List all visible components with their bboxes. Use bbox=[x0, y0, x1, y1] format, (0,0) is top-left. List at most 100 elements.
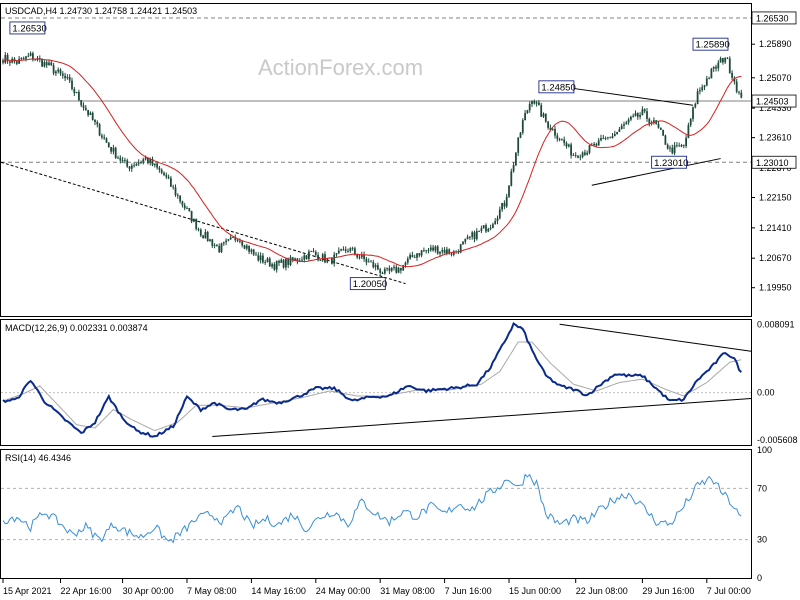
candle-body bbox=[22, 57, 25, 59]
candle-body bbox=[551, 128, 554, 130]
rsi-panel-frame bbox=[0, 449, 752, 579]
candle-body bbox=[273, 264, 276, 270]
candle-body bbox=[558, 139, 561, 141]
candle-body bbox=[377, 265, 379, 270]
candle-body bbox=[245, 245, 248, 249]
candle-body bbox=[429, 247, 432, 251]
annotation-box bbox=[349, 277, 386, 291]
candle-body bbox=[441, 249, 444, 252]
candle-body bbox=[213, 245, 216, 246]
candle-body bbox=[673, 145, 676, 154]
candle-body bbox=[374, 265, 377, 268]
candle-body bbox=[266, 258, 269, 263]
candle-body bbox=[728, 58, 731, 73]
y-tick-label: 1.20670 bbox=[759, 253, 792, 263]
macd-support-trendline bbox=[212, 398, 752, 438]
price-level-box bbox=[751, 94, 797, 108]
candle-body bbox=[411, 254, 414, 258]
candle-body bbox=[310, 251, 313, 252]
candle-body bbox=[176, 195, 179, 196]
candle-body bbox=[179, 195, 181, 202]
x-tick-label: 14 May 16:00 bbox=[251, 586, 306, 596]
candle-body bbox=[128, 166, 131, 169]
candle-body bbox=[436, 246, 439, 254]
candle-body bbox=[659, 127, 662, 130]
candle-body bbox=[27, 55, 30, 57]
main-title: USDCAD,H4 1.24730 1.24758 1.24421 1.2450… bbox=[5, 6, 197, 16]
candle-body bbox=[538, 102, 540, 106]
candle-body bbox=[413, 257, 416, 258]
candle-body bbox=[25, 56, 27, 59]
candle-body bbox=[722, 58, 724, 63]
candle-body bbox=[462, 241, 464, 245]
y-tick-label: 1.24330 bbox=[759, 103, 792, 113]
candle-body bbox=[319, 260, 322, 261]
resistance-trendline bbox=[561, 86, 694, 106]
candle-body bbox=[505, 196, 508, 207]
candle-body bbox=[540, 105, 543, 117]
candle-body bbox=[305, 255, 308, 259]
candle-body bbox=[52, 65, 55, 74]
candle-body bbox=[11, 58, 14, 63]
candle-body bbox=[344, 249, 347, 252]
candle-body bbox=[68, 76, 71, 81]
candle-body bbox=[82, 105, 85, 108]
candle-body bbox=[689, 119, 692, 126]
candle-body bbox=[423, 250, 425, 252]
candle-body bbox=[354, 248, 356, 255]
price-level-box bbox=[751, 11, 797, 25]
candle-body bbox=[466, 236, 469, 239]
candle-body bbox=[257, 255, 260, 261]
candle-body bbox=[494, 221, 497, 225]
candle-body bbox=[639, 114, 641, 117]
candle-body bbox=[278, 260, 280, 263]
candle-body bbox=[669, 147, 671, 149]
candle-body bbox=[73, 88, 76, 93]
annotation-box bbox=[538, 80, 575, 94]
candle-body bbox=[696, 91, 699, 104]
candle-body bbox=[664, 135, 667, 145]
candle-body bbox=[471, 232, 474, 237]
candle-body bbox=[119, 157, 122, 161]
candle-body bbox=[379, 269, 382, 274]
candle-body bbox=[181, 201, 184, 206]
candle-body bbox=[347, 251, 349, 252]
candle-body bbox=[183, 205, 186, 209]
candle-body bbox=[406, 258, 409, 263]
candle-body bbox=[197, 228, 200, 230]
candle-body bbox=[726, 57, 729, 59]
candle-body bbox=[91, 112, 94, 120]
rsi-y-tick-label: 100 bbox=[757, 445, 772, 455]
candle-body bbox=[383, 268, 386, 274]
candle-body bbox=[363, 254, 365, 259]
candle-body bbox=[64, 75, 66, 79]
annotation-label: 1.25890 bbox=[696, 40, 730, 51]
candle-body bbox=[285, 258, 287, 268]
candle-body bbox=[112, 147, 115, 152]
candle-body bbox=[121, 160, 124, 161]
candle-body bbox=[117, 157, 119, 159]
candle-body bbox=[574, 155, 577, 157]
candle-body bbox=[542, 113, 545, 117]
candle-body bbox=[459, 244, 462, 253]
candle-body bbox=[547, 121, 549, 128]
candles bbox=[2, 51, 743, 276]
candle-body bbox=[404, 262, 407, 266]
candle-body bbox=[358, 257, 361, 259]
candle-body bbox=[533, 101, 536, 104]
candle-body bbox=[163, 172, 165, 175]
candle-body bbox=[613, 133, 616, 137]
candle-body bbox=[312, 251, 315, 252]
candle-body bbox=[188, 208, 191, 212]
candle-body bbox=[731, 72, 733, 78]
candle-body bbox=[289, 257, 292, 265]
candle-body bbox=[733, 77, 736, 82]
candle-body bbox=[271, 264, 273, 267]
candle-body bbox=[234, 237, 237, 241]
candle-body bbox=[124, 160, 126, 161]
candle-body bbox=[101, 135, 103, 138]
candle-body bbox=[627, 119, 630, 123]
candle-body bbox=[521, 120, 524, 133]
candle-body bbox=[634, 113, 637, 116]
candle-body bbox=[680, 145, 683, 147]
